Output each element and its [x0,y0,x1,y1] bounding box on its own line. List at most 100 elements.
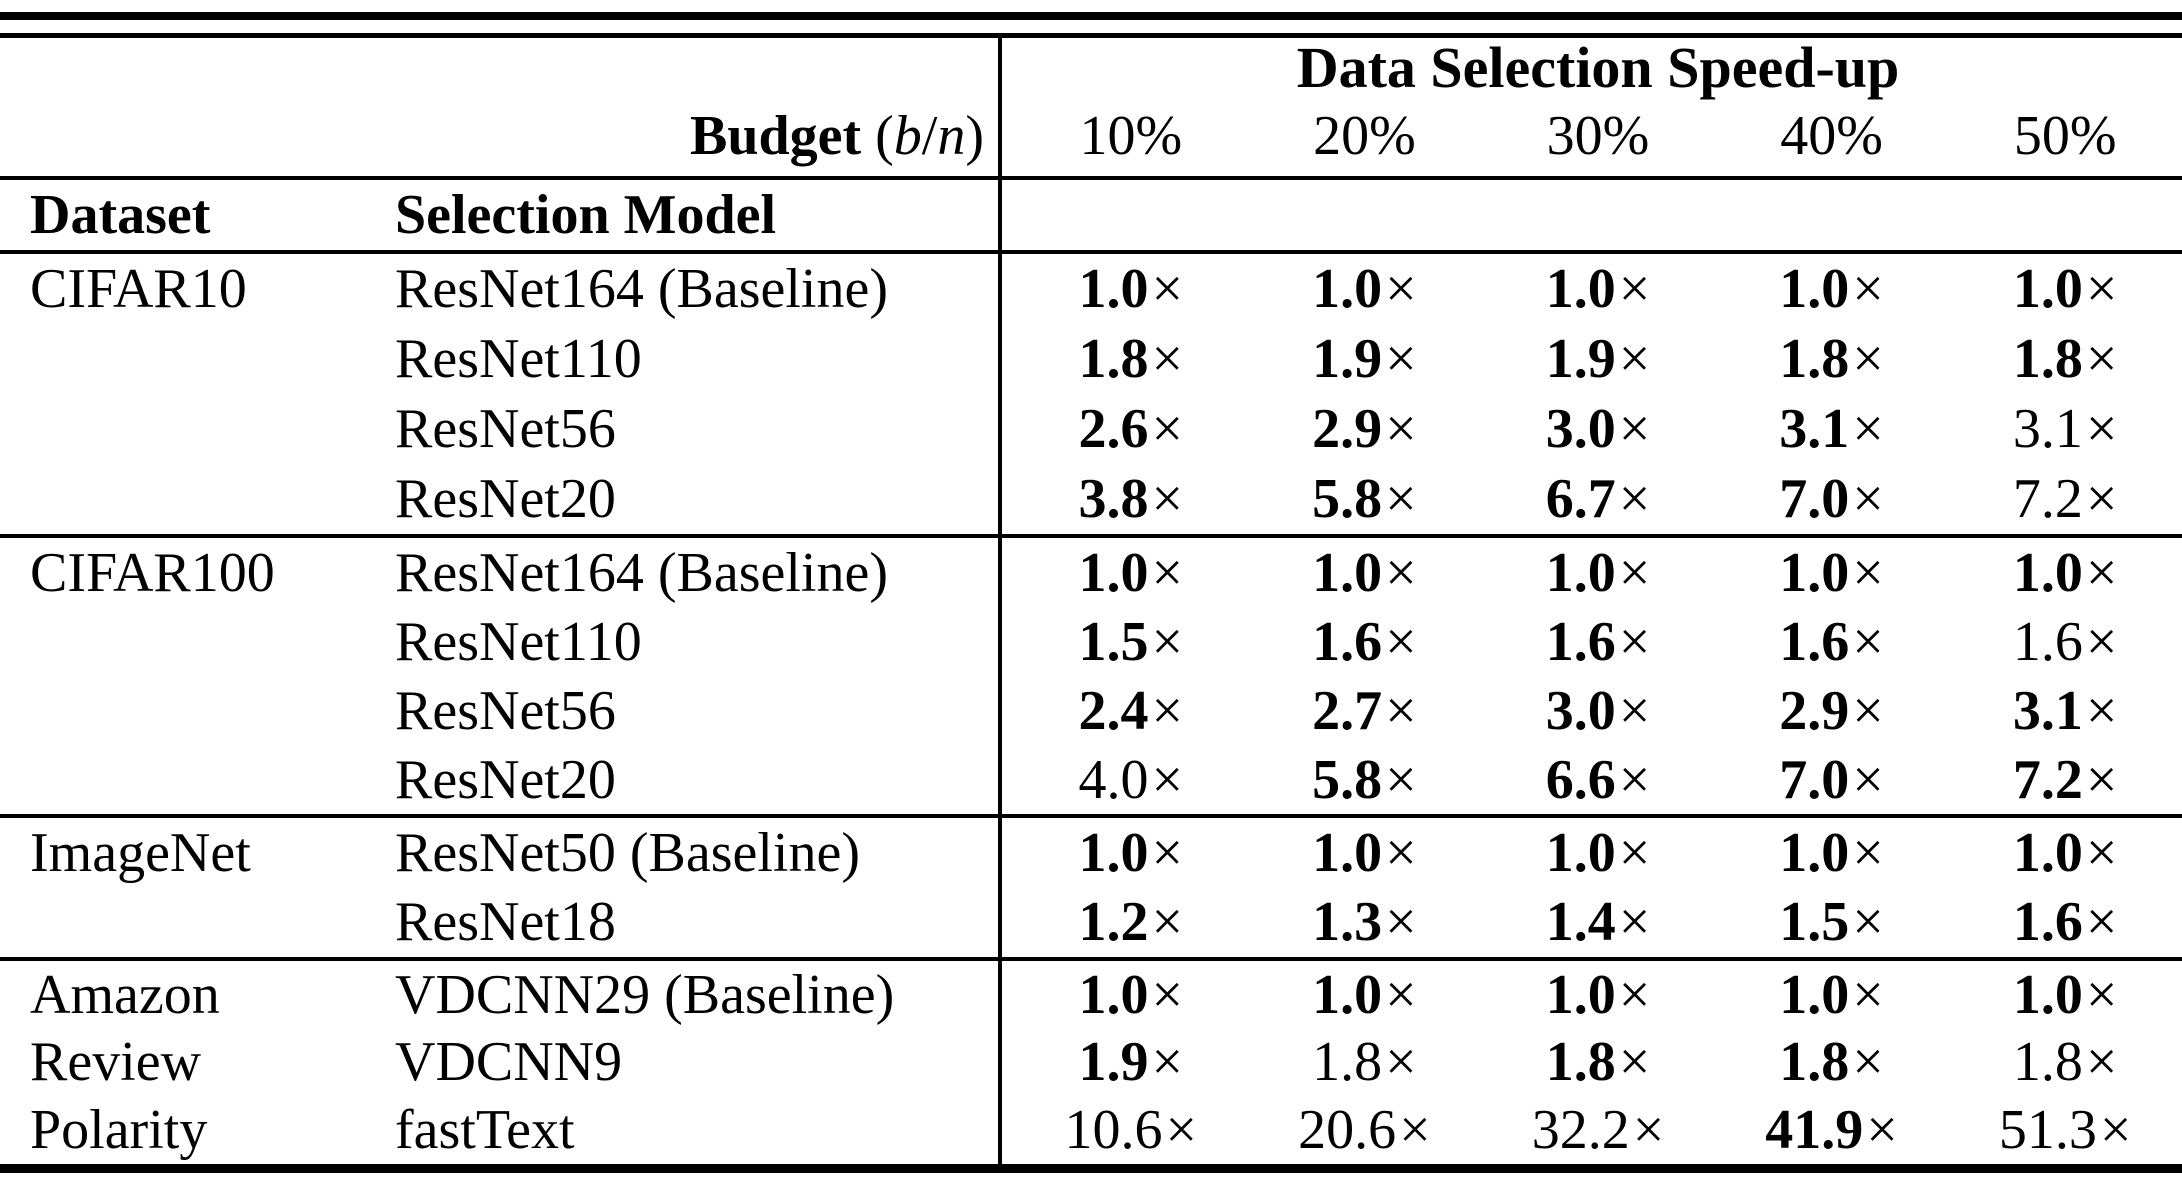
times-symbol: × [1618,541,1651,604]
times-symbol: × [1385,258,1417,320]
speedup-number: 5.8 [1312,468,1383,530]
speedup-value: 6.7 × [1481,467,1715,531]
speedup-value: 1.0 × [1481,963,1715,1027]
speedup-value: 1.0 × [1014,257,1248,321]
table-row: ResNet20 4.0 × 5.8 × 6.6 × 7.0 × 7.2 × [0,745,2182,814]
speedup-value: 7.0 × [1715,467,1949,531]
row-values: 10.6 × 20.6 × 32.2 × 41.9 × 51.3 × [998,1096,2182,1164]
table-row: ResNet56 2.4 × 2.7 × 3.0 × 2.9 × 3.1 × [0,676,2182,745]
times-symbol: × [2085,1031,2118,1094]
times-symbol: × [2085,891,2118,954]
budget-var-b: b [893,105,922,167]
dataset-column-header: Dataset [30,184,211,246]
times-symbol: × [1852,891,1884,954]
speedup-value: 1.0 × [1948,541,2182,605]
speedup-number: 3.0 [1545,679,1616,742]
speedup-value: 2.9 × [1248,397,1482,461]
times-symbol: × [1618,679,1651,742]
header-row-budget: Budget(b / n) 10% 20% 30% 40% 50% [0,96,2182,176]
row-values: 1.9 × 1.8 × 1.8 × 1.8 × 1.8 × [998,1029,2182,1097]
section-divider-rule [0,814,2182,818]
speedup-value: 2.6 × [1014,397,1248,461]
speedup-number: 1.0 [1078,963,1149,1026]
times-symbol: × [1385,328,1417,390]
speedup-number: 7.0 [1779,468,1850,530]
times-symbol: × [1165,1099,1198,1162]
selection-model-label: ResNet20 [395,748,616,811]
speedup-number: 3.8 [1078,468,1149,530]
speedup-value: 1.0 × [1248,821,1482,885]
row-values: 2.4 × 2.7 × 3.0 × 2.9 × 3.1 × [998,676,2182,745]
speedup-value: 1.0 × [1948,821,2182,885]
times-symbol: × [1852,398,1884,460]
speedup-number: 1.0 [2012,258,2083,320]
times-symbol: × [1618,468,1651,530]
times-symbol: × [2085,748,2118,811]
times-symbol: × [1852,748,1884,811]
speedup-value: 1.5 × [1014,610,1248,674]
speedup-number: 1.8 [1779,328,1850,390]
times-symbol: × [1385,748,1417,811]
header-columns-right-blank [998,180,2182,250]
speedup-value: 1.0 × [1014,963,1248,1027]
top-rule-outer [0,12,2182,20]
speedup-value: 6.6 × [1481,748,1715,812]
header-row-columns: Dataset Selection Model [0,180,2182,250]
times-symbol: × [1852,1031,1884,1094]
speedup-number: 1.6 [1779,610,1850,673]
times-symbol: × [1632,1099,1665,1162]
speedup-value: 1.9 × [1248,327,1482,391]
speedup-number: 1.6 [1312,610,1383,673]
dataset-label: CIFAR100 [30,541,275,604]
times-symbol: × [1151,610,1184,673]
times-symbol: × [1618,258,1651,320]
speedup-value: 1.8 × [1715,327,1949,391]
top-rule-inner [0,33,2182,38]
speedup-number: 1.0 [2012,541,2083,604]
row-values: 1.0 × 1.0 × 1.0 × 1.0 × 1.0 × [998,254,2182,324]
speedup-value: 2.4 × [1014,679,1248,743]
speedup-number: 1.2 [1078,891,1149,954]
times-symbol: × [2085,821,2118,884]
speedup-value: 1.0 × [1715,257,1949,321]
times-symbol: × [1385,398,1417,460]
speedup-value: 4.0 × [1014,748,1248,812]
speedup-value: 3.1 × [1715,397,1949,461]
speedup-value: 2.7 × [1248,679,1482,743]
times-symbol: × [1852,821,1884,884]
budget-paren-open: ( [875,105,894,167]
times-symbol: × [1151,468,1184,530]
speedup-number: 32.2 [1531,1099,1630,1162]
table-row: Review VDCNN9 1.9 × 1.8 × 1.8 × 1.8 × 1.8 × [0,1029,2182,1097]
selection-model-label: ResNet56 [395,679,616,742]
speedup-number: 6.7 [1545,468,1616,530]
speedup-number: 1.6 [2012,610,2083,673]
times-symbol: × [1385,891,1417,954]
speedup-number: 2.7 [1312,679,1383,742]
times-symbol: × [1618,963,1651,1026]
speedup-number: 6.6 [1545,748,1616,811]
speedup-value: 1.0 × [1248,257,1482,321]
speedup-value: 1.0 × [1014,541,1248,605]
speedup-value: 1.0 × [1481,541,1715,605]
speedup-value: 5.8 × [1248,467,1482,531]
row-values: 1.2 × 1.3 × 1.4 × 1.5 × 1.6 × [998,888,2182,958]
row-values: 4.0 × 5.8 × 6.6 × 7.0 × 7.2 × [998,745,2182,814]
times-symbol: × [2085,679,2118,742]
bottom-rule [0,1163,2182,1173]
table-body: CIFAR10 ResNet164 (Baseline) 1.0 × 1.0 × 1.0 × 1… [0,254,2182,1164]
times-symbol: × [1385,610,1417,673]
dataset-label [0,464,395,534]
speedup-number: 1.0 [1779,258,1850,320]
dataset-label [0,607,395,676]
times-symbol: × [1385,963,1417,1026]
dataset-label [0,324,395,394]
speedup-number: 4.0 [1078,748,1149,811]
speedup-number: 1.8 [1312,1031,1383,1094]
selection-model-label: ResNet18 [395,891,616,954]
table-row: CIFAR100 ResNet164 (Baseline) 1.0 × 1.0 × 1.0 ×… [0,538,2182,607]
speedup-value: 7.2 × [1948,748,2182,812]
header-body-rule [0,250,2182,254]
section-divider-rule [0,957,2182,961]
row-values: 1.8 × 1.9 × 1.9 × 1.8 × 1.8 × [998,324,2182,394]
